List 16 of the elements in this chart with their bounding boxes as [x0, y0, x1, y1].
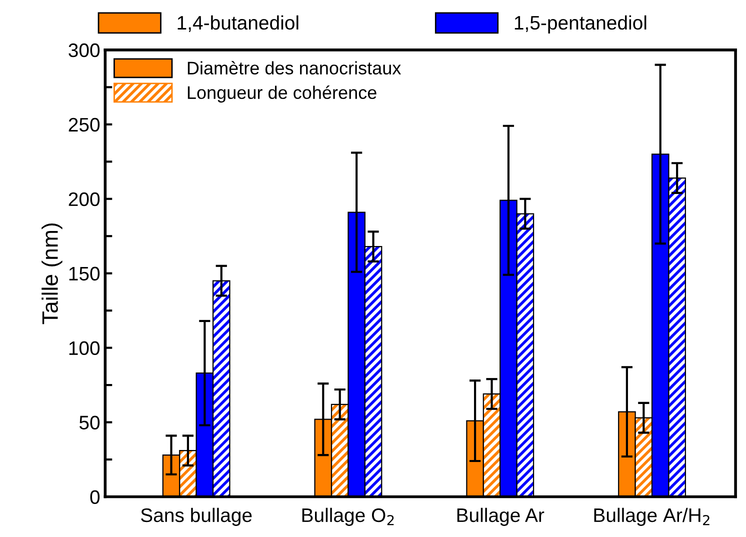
x-tick-label: Sans bullage: [140, 508, 252, 526]
y-axis-title: Taille (nm): [42, 223, 62, 324]
annotation: Diamètre des nanocristaux: [188, 61, 402, 74]
x-tick-label: Bullage O$_{2}$: [302, 508, 394, 526]
y-tick-label: 100: [69, 341, 100, 356]
y-tick-label: 200: [68, 192, 100, 206]
x-tick-label: Bullage Ar: [457, 508, 544, 526]
legend-label: 1,4-butanediol: [178, 15, 298, 32]
x-tick-label: Bullage Ar/H$_{2}$: [594, 508, 710, 526]
y-tick-label: 50: [79, 416, 100, 430]
y-tick-label: 150: [69, 266, 100, 281]
y-tick-label: 250: [68, 118, 100, 132]
annotation: Longueur de cohérence: [188, 86, 376, 103]
y-tick-label: 0: [90, 490, 100, 504]
y-tick-label: 300: [68, 43, 100, 58]
legend-label: 1,5-pentanediol: [514, 15, 646, 34]
